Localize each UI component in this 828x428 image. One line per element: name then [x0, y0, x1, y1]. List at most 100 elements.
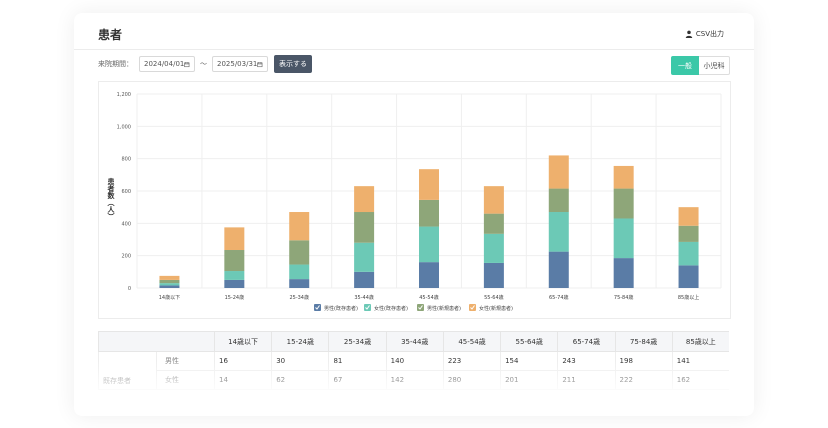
- legend-check-icon: [315, 305, 320, 310]
- table-cell: 198: [614, 351, 673, 371]
- bar-segment: [419, 169, 439, 200]
- patient-card: 患者 CSV出力 来院期間： 2024/04/01 〜 2025/03/31 表…: [74, 13, 754, 416]
- table-row: 女性 14 62 67 142 280 201 211 222 162: [99, 370, 729, 390]
- y-tick-label: 1,200: [117, 92, 131, 98]
- y-tick-label: 200: [121, 254, 131, 260]
- x-tick-label: 45-54歳: [419, 294, 439, 301]
- bar-segment: [548, 212, 569, 252]
- x-tick-label: 15-24歳: [225, 294, 245, 301]
- chart-container: 0 200 400 600 800 1,000 1,200 患者数（人） 14歳以下 15-24歳…: [98, 81, 731, 319]
- user-icon: [685, 30, 693, 38]
- x-tick-label: 55-64歳: [484, 294, 504, 301]
- bar-segment: [224, 279, 245, 288]
- legend-label: 女性(新規患者): [479, 305, 513, 312]
- bar-segment: [224, 250, 245, 272]
- bar-segment: [419, 226, 439, 263]
- table-cell: 81: [328, 351, 387, 371]
- bar-segment: [613, 218, 634, 259]
- legend-label: 男性(既存患者): [324, 305, 358, 312]
- bar-segment: [159, 283, 180, 286]
- y-tick-label: 0: [128, 286, 131, 292]
- toggle-general[interactable]: 一般: [671, 56, 699, 75]
- data-table: 14歳以下 15-24歳 25-34歳 35-44歳 45-54歳 55-64歳 65-74…: [98, 331, 729, 390]
- bar-segment: [483, 262, 504, 288]
- bar-segment: [678, 207, 699, 226]
- bar-segment: [354, 242, 375, 272]
- y-tick-label: 800: [121, 157, 131, 163]
- bar-segment: [548, 155, 569, 189]
- table-cell: 154: [500, 351, 559, 371]
- bar-segment: [289, 264, 310, 280]
- table-cell: 30: [271, 351, 330, 371]
- x-tick-label: 25-34歳: [289, 294, 309, 301]
- start-date-input[interactable]: 2024/04/01: [139, 56, 195, 72]
- table-cell: 162: [671, 370, 729, 390]
- x-tick-label: 75-84歳: [614, 294, 634, 301]
- table-cell: 140: [385, 351, 444, 371]
- table-header-cell: 35-44歳: [385, 331, 444, 352]
- x-tick-label: 85歳以上: [678, 294, 699, 301]
- calendar-icon: [257, 61, 263, 67]
- bar-segment: [289, 240, 310, 265]
- table-header-cell: 25-34歳: [328, 331, 387, 352]
- bar-segment: [678, 241, 699, 266]
- table-cell: 141: [671, 351, 729, 371]
- x-tick-label: 65-74歳: [549, 294, 569, 301]
- bar-segment: [289, 212, 310, 241]
- table-header-cell: 55-64歳: [500, 331, 559, 352]
- y-axis-label: 患者数（人）: [107, 177, 116, 220]
- bar-segment: [548, 251, 569, 288]
- y-tick-label: 600: [121, 189, 131, 195]
- table-row-label: 女性: [156, 370, 215, 390]
- table-header-cell: 75-84歳: [614, 331, 673, 352]
- table-cell: 280: [442, 370, 502, 390]
- table-cell: 67: [328, 370, 387, 390]
- table-cell: 211: [557, 370, 616, 390]
- bar-segment: [678, 265, 699, 288]
- legend-label: 女性(既存患者): [374, 305, 408, 312]
- legend-check-icon: [365, 305, 370, 310]
- bar-segment: [159, 285, 180, 288]
- table-cell: 201: [500, 370, 559, 390]
- bar-segment: [483, 213, 504, 234]
- csv-export-button[interactable]: CSV出力: [685, 29, 724, 39]
- y-tick-label: 400: [121, 221, 131, 227]
- page-title: 患者: [98, 28, 123, 42]
- y-tick-label: 1,000: [117, 124, 131, 130]
- bar-segment: [419, 199, 439, 227]
- bar-segment: [613, 258, 634, 288]
- bar-segment: [613, 188, 634, 219]
- bar-segment: [224, 271, 245, 280]
- bar-segment: [289, 279, 310, 288]
- table-group-cell: 既存患者: [98, 351, 157, 390]
- patient-chart: 0 200 400 600 800 1,000 1,200 患者数（人） 14歳以下 15-24歳…: [107, 92, 722, 312]
- legend-check-icon: [470, 305, 475, 310]
- bar-segment: [678, 225, 699, 242]
- bar-segment: [419, 262, 439, 288]
- table-cell: 223: [442, 351, 502, 371]
- table-header-cell: 45-54歳: [442, 331, 502, 352]
- table-cell: 222: [614, 370, 673, 390]
- bar-segment: [354, 186, 375, 213]
- filter-label: 来院期間：: [98, 60, 133, 68]
- table-cell: 142: [385, 370, 444, 390]
- legend-label: 男性(新規患者): [427, 305, 461, 312]
- date-separator: 〜: [200, 60, 207, 68]
- bar-segment: [548, 188, 569, 213]
- table-cell: 16: [213, 351, 273, 371]
- toggle-pediatric[interactable]: 小児科: [699, 56, 730, 75]
- x-tick-label: 14歳以下: [159, 294, 180, 301]
- show-button[interactable]: 表示する: [274, 55, 312, 73]
- bar-segment: [224, 227, 245, 251]
- bar-segment: [159, 279, 180, 284]
- table-cell: 62: [271, 370, 330, 390]
- table-header-cell: 15-24歳: [271, 331, 330, 352]
- bar-segment: [354, 271, 375, 288]
- end-date-input[interactable]: 2025/03/31: [212, 56, 268, 72]
- calendar-icon: [184, 61, 190, 67]
- csv-export-label: CSV出力: [695, 30, 724, 38]
- end-date-value: 2025/03/31: [217, 60, 258, 68]
- table-header-cell: 14歳以下: [213, 331, 273, 352]
- x-tick-label: 35-44歳: [354, 294, 374, 301]
- table-header-cell: 65-74歳: [557, 331, 616, 352]
